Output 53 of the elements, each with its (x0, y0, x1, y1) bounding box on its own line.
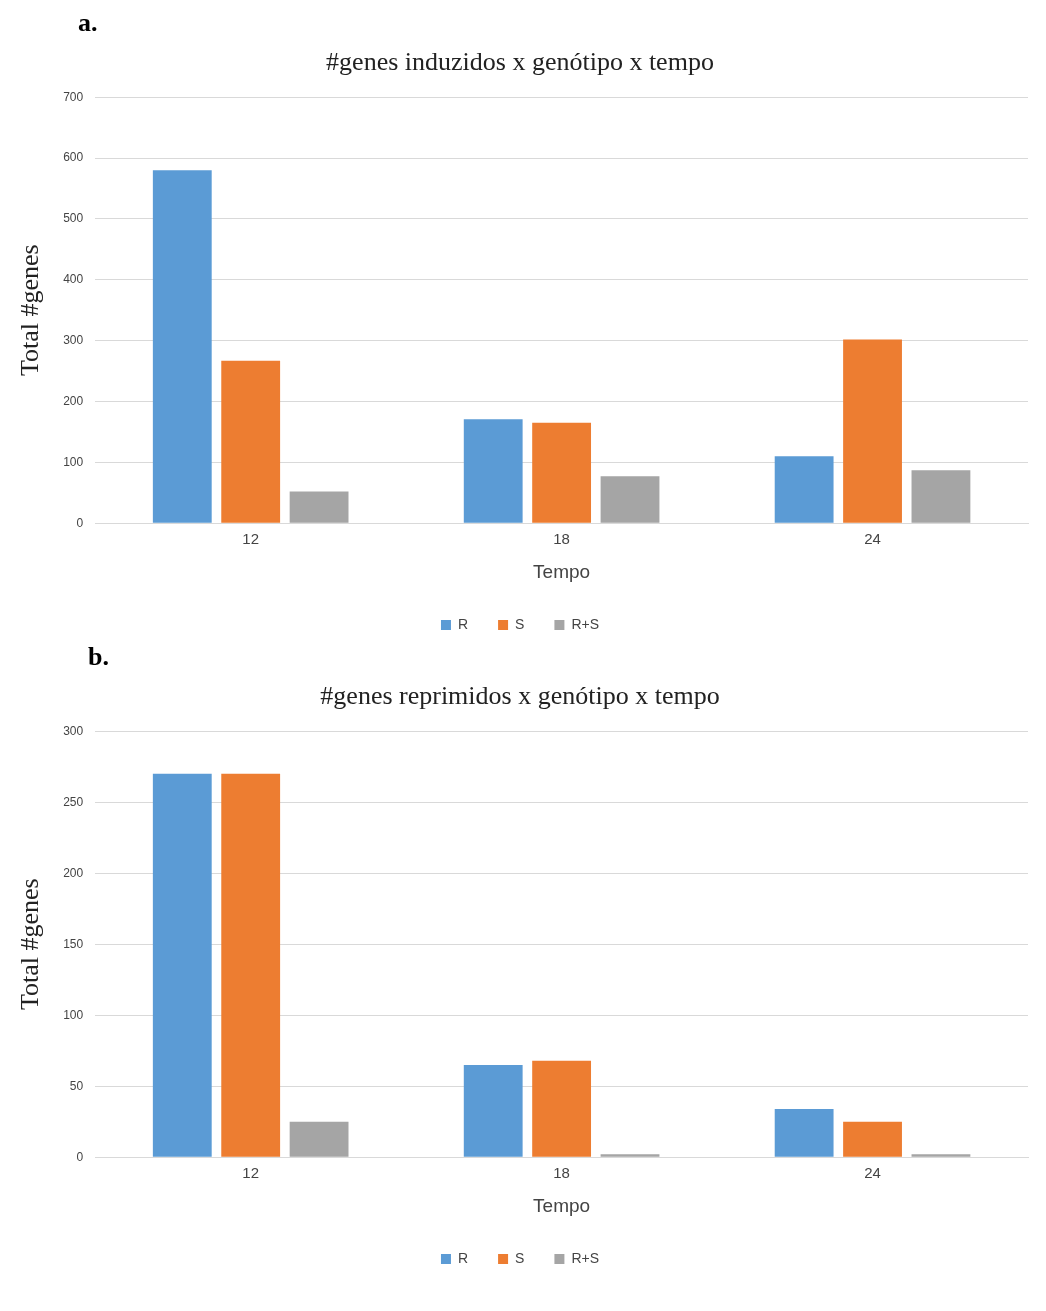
bar (152, 773, 212, 1157)
x-tick-label: 24 (864, 1164, 881, 1182)
bar (532, 422, 592, 523)
bar (774, 1108, 834, 1157)
bar (532, 1060, 592, 1157)
x-tick-label: 12 (242, 530, 260, 548)
bar (600, 476, 660, 523)
bar (289, 491, 349, 523)
x-tick-label: 12 (242, 1164, 260, 1182)
y-tick-label: 0 (76, 515, 84, 530)
y-tick-label: 500 (63, 211, 84, 226)
y-tick-label: 700 (63, 89, 84, 104)
x-tick-label: 18 (553, 1164, 570, 1182)
y-tick-label: 100 (63, 1007, 84, 1022)
bar (911, 470, 971, 523)
y-axis-title: Total #genes (15, 244, 45, 377)
bar (289, 1121, 349, 1157)
legend-label: R+S (571, 615, 600, 632)
legend-label: R (457, 615, 469, 632)
y-tick-label: 250 (63, 794, 84, 809)
bar (152, 170, 212, 523)
y-tick-label: 200 (63, 865, 84, 880)
y-axis-title: Total #genes (15, 878, 45, 1011)
bar (221, 773, 281, 1157)
bar (600, 1154, 660, 1157)
y-tick-label: 200 (63, 393, 84, 408)
y-tick-label: 300 (63, 332, 84, 347)
bar (463, 1064, 523, 1157)
legend-label: R+S (571, 1249, 600, 1266)
x-axis-title: Tempo (533, 560, 591, 582)
x-axis-title: Tempo (533, 1194, 591, 1216)
legend-label: S (515, 1249, 525, 1266)
y-tick-label: 600 (63, 150, 84, 165)
bar (463, 419, 523, 523)
bar (911, 1154, 971, 1157)
bar (843, 1121, 902, 1157)
y-tick-label: 50 (69, 1078, 84, 1093)
chart-title: #genes reprimidos x genótipo x tempo (320, 681, 720, 711)
y-tick-label: 300 (63, 723, 84, 738)
y-tick-label: 400 (63, 272, 84, 287)
y-tick-label: 150 (63, 936, 84, 951)
bar (774, 456, 834, 523)
y-tick-label: 100 (63, 454, 84, 469)
x-tick-label: 18 (553, 530, 570, 548)
y-tick-label: 0 (76, 1149, 84, 1164)
text: a. (78, 8, 99, 39)
bar (843, 339, 902, 523)
text: b. (88, 642, 110, 673)
legend-label: S (515, 615, 525, 632)
legend-label: R (457, 1249, 469, 1266)
x-tick-label: 24 (864, 530, 881, 548)
bar (221, 360, 281, 523)
chart-title: #genes induzidos x genótipo x tempo (326, 47, 714, 77)
